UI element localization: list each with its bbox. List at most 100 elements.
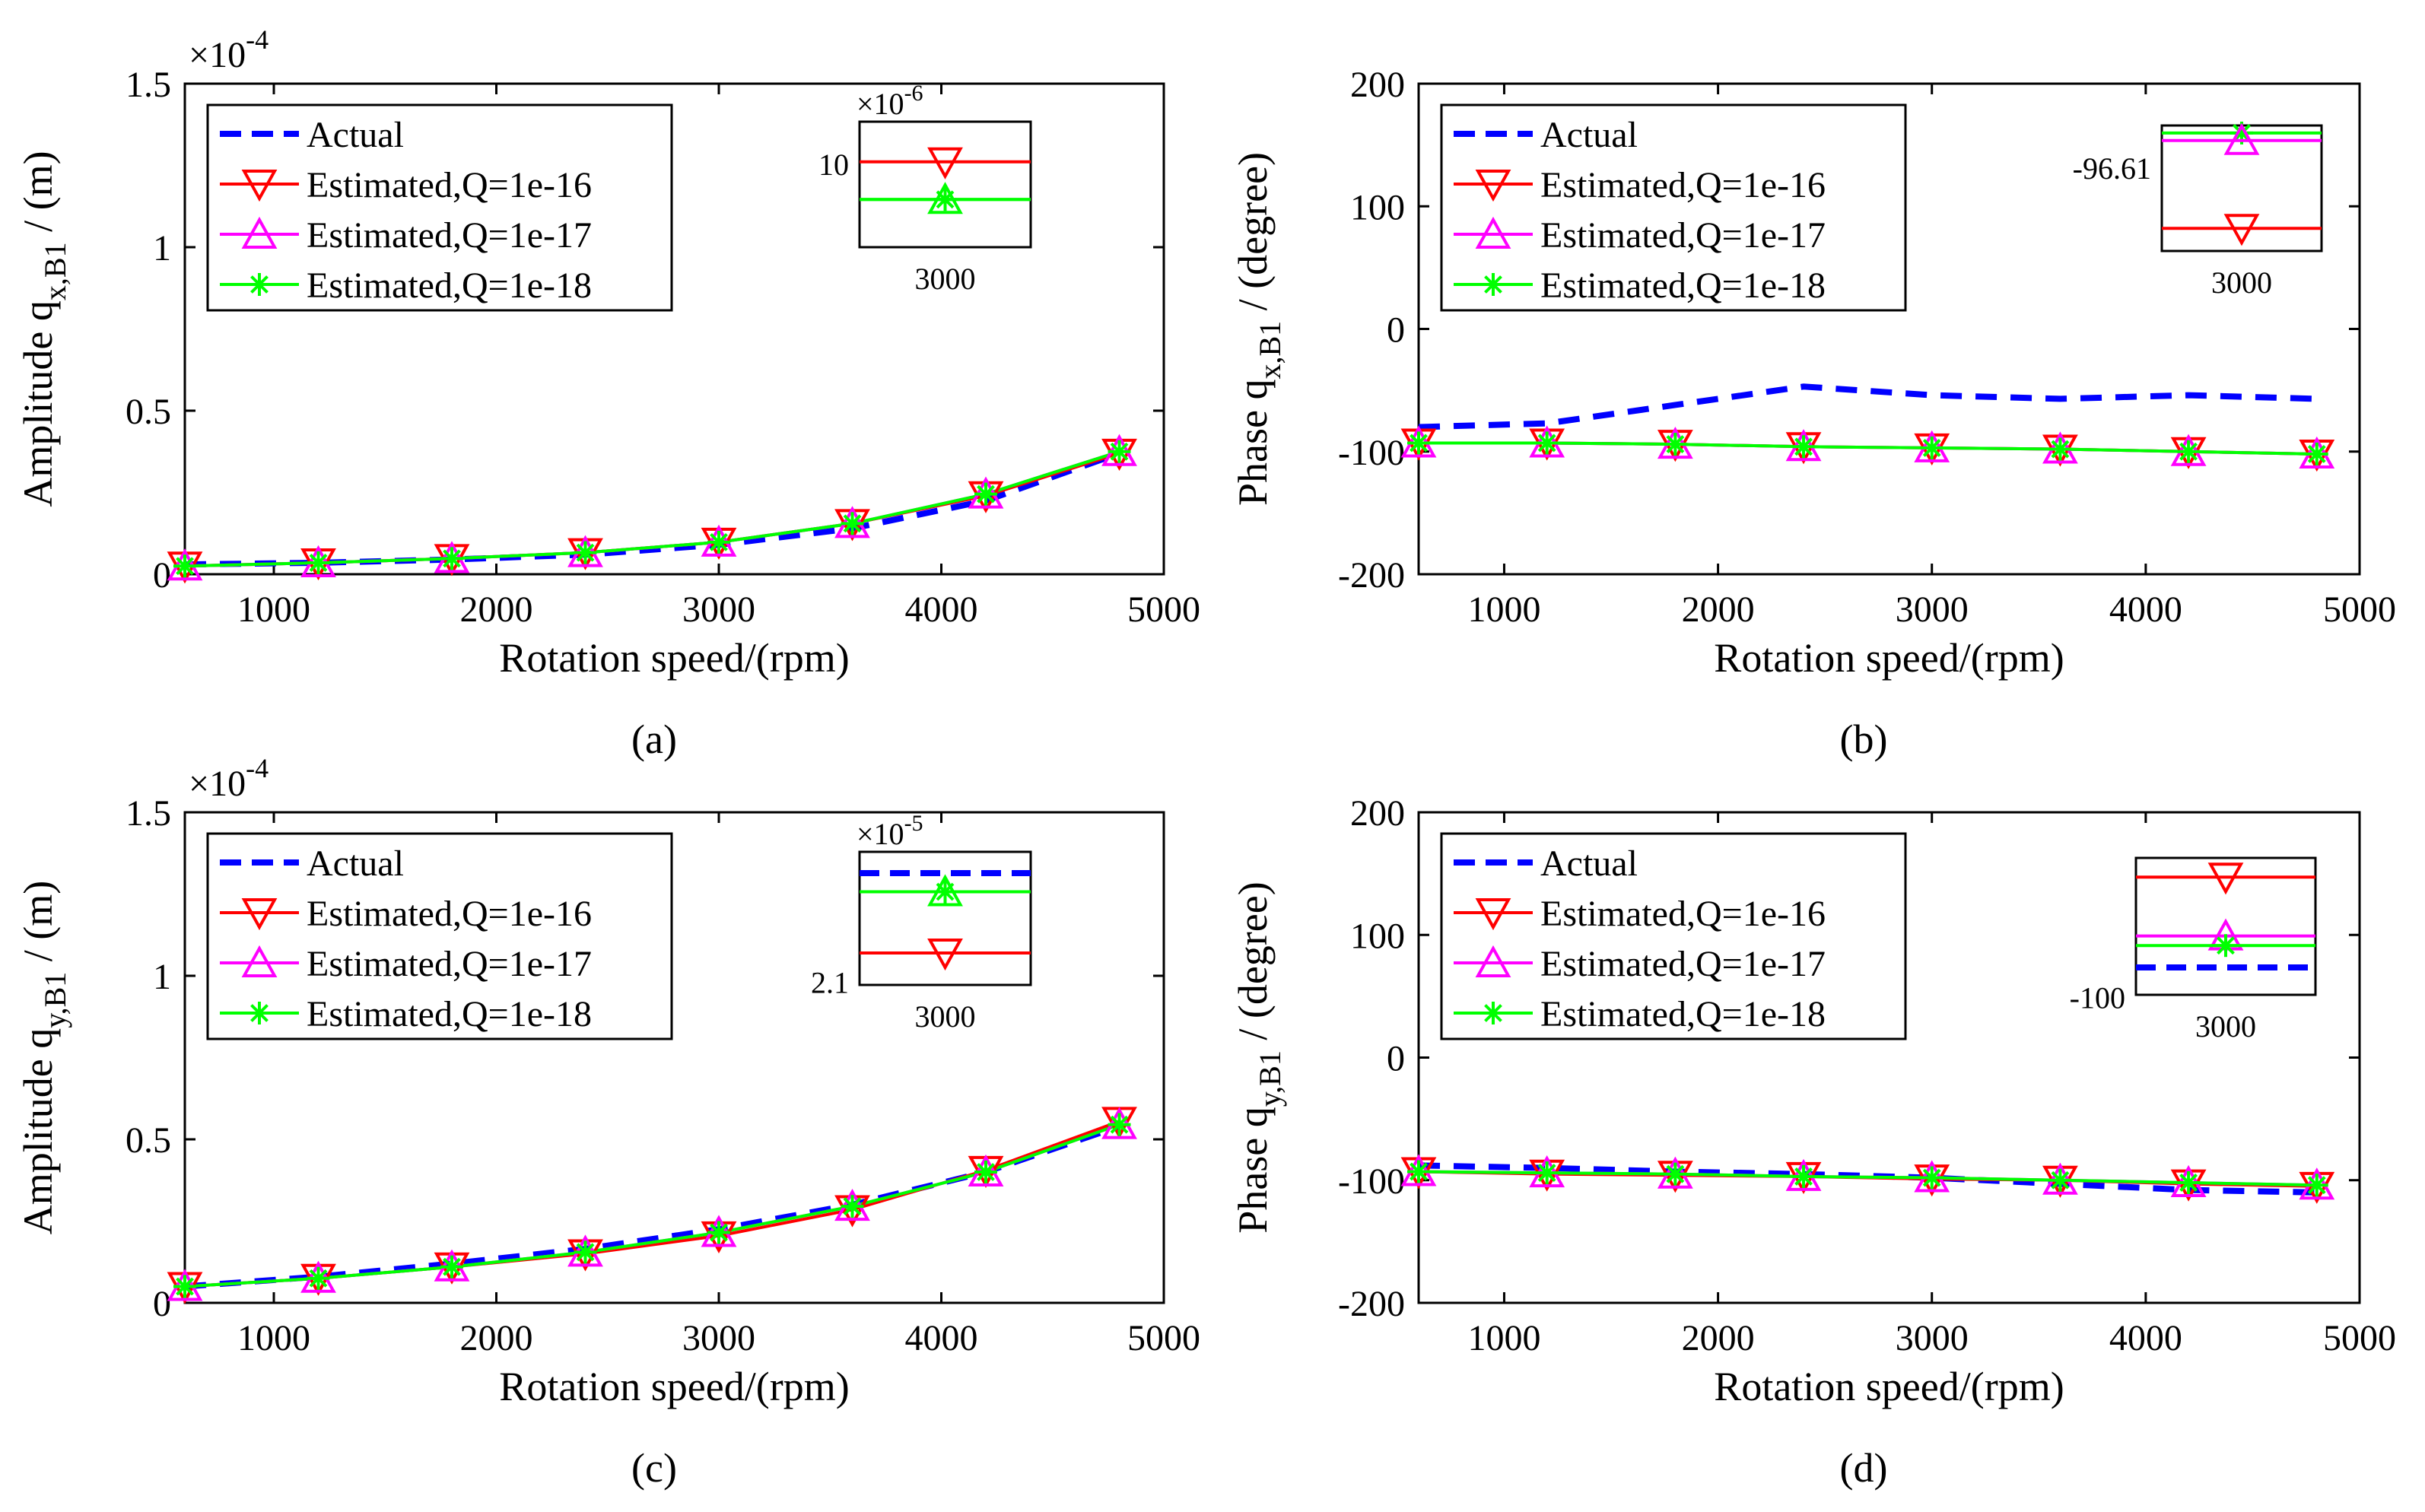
y-tick-label: 100	[1350, 916, 1405, 956]
data-point-q18	[440, 1255, 463, 1279]
y-tick-label: 1.5	[126, 65, 171, 105]
inset-y-tick-label: 10	[818, 148, 849, 182]
x-axis-label: Rotation speed/(rpm)	[1714, 1364, 2064, 1409]
legend-marker	[1482, 273, 1505, 296]
y-tick-label: 1	[153, 957, 171, 997]
panel-c: 1000 2000 3000 4000 500000.511.5×10-4ActualE…	[15, 753, 1200, 1491]
inset-exponent-label: ×10-6	[857, 81, 923, 121]
data-point-q18	[1792, 1164, 1816, 1188]
legend-label: Estimated,Q=1e-18	[307, 994, 592, 1034]
legend-label: Estimated,Q=1e-18	[1540, 994, 1826, 1034]
data-point-q18	[1664, 1162, 1687, 1186]
panel-caption: (b)	[1840, 716, 1888, 762]
inset-marker	[933, 188, 957, 211]
data-point-q18	[841, 1195, 864, 1218]
y-tick-label: 0	[1387, 310, 1405, 351]
inset-c: 3000 2.1 ×10-5	[811, 811, 1032, 1034]
data-point-q18	[1920, 436, 1943, 459]
x-tick-label: 1000	[1467, 1318, 1540, 1358]
x-tick-label: 5000	[2323, 589, 2396, 630]
x-axis-label: Rotation speed/(rpm)	[499, 635, 849, 681]
legend-label: Estimated,Q=1e-18	[1540, 265, 1826, 306]
y-axis-label-subscript: y,B1	[38, 972, 72, 1028]
y-tick-label: 0.5	[126, 1120, 171, 1161]
x-tick-label: 4000	[905, 589, 978, 630]
inset-x-tick-label: 3000	[2195, 1009, 2256, 1043]
legend-marker	[1475, 170, 1511, 202]
x-tick-label: 5000	[1127, 1318, 1200, 1358]
y-axis-label: Phase qy,B1 / (degree)	[1230, 881, 1287, 1233]
panel-caption: (a)	[631, 716, 677, 762]
data-point-q18	[1535, 1161, 1559, 1185]
inset-b: 3000 -96.61	[2073, 121, 2323, 300]
y-exponent-label: ×10-4	[189, 753, 269, 804]
y-tick-label: 200	[1350, 65, 1405, 105]
legend-marker	[1482, 1002, 1505, 1024]
y-axis-label-main: Phase q	[1230, 1107, 1276, 1233]
x-tick-label: 4000	[905, 1318, 978, 1358]
y-tick-label: 0.5	[126, 392, 171, 432]
data-point-q18	[574, 541, 597, 564]
y-axis-label: Amplitude qx,B1 / (m)	[15, 151, 72, 507]
inset-exponent-label: ×10-5	[857, 811, 923, 851]
data-point-q18	[574, 1240, 597, 1264]
series-line-q18	[1419, 441, 2317, 456]
data-point-q18	[173, 554, 196, 578]
y-tick-label: 1	[153, 228, 171, 268]
series-line-q18	[1418, 1170, 2317, 1187]
data-point-q18	[173, 1275, 196, 1298]
inset-y-tick-label: -96.61	[2073, 151, 2151, 186]
y-axis-label-subscript: x,B1	[38, 242, 72, 300]
data-point-q18	[1407, 1160, 1430, 1183]
legend-box	[1440, 103, 1907, 312]
legend-label: Estimated,Q=1e-16	[307, 165, 592, 205]
y-axis-label-unit: / (degree)	[1230, 152, 1276, 321]
data-point-q18	[707, 1221, 730, 1244]
inset-frame	[2160, 124, 2323, 253]
data-point-q18	[1920, 1166, 1943, 1190]
legend-marker	[1475, 216, 1511, 249]
series-line-actual	[1418, 1162, 2317, 1196]
legend-marker	[248, 273, 271, 296]
exponent-power: -4	[246, 753, 269, 783]
inset-frame	[2134, 856, 2317, 996]
x-tick-label: 3000	[1896, 589, 1969, 630]
y-tick-label: 0	[153, 555, 171, 596]
panel-d: 1000 2000 3000 4000 5000 -200 -100 0 100 200 Actua…	[1230, 793, 2396, 1491]
x-tick-label: 4000	[2109, 589, 2182, 630]
x-tick-label: 2000	[460, 1318, 533, 1358]
x-tick-label: 1000	[237, 1318, 310, 1358]
data-point-q18	[307, 1266, 330, 1290]
legend-marker	[241, 898, 278, 931]
y-tick-label: -200	[1338, 555, 1405, 596]
y-tick-label: 0	[153, 1284, 171, 1324]
legend-label: Estimated,Q=1e-18	[307, 265, 592, 306]
inset-y-tick-label: 2.1	[811, 966, 849, 1000]
legend-marker	[241, 216, 278, 249]
inset-marker	[927, 939, 963, 971]
legend-box	[206, 832, 673, 1040]
legend-label: Actual	[1540, 843, 1638, 884]
inset-marker	[933, 880, 957, 904]
x-tick-label: 3000	[682, 1318, 755, 1358]
inset-marker	[2223, 122, 2260, 155]
data-point-q18	[707, 530, 730, 554]
y-tick-label: 1.5	[126, 793, 171, 834]
legend-label: Actual	[1540, 115, 1638, 155]
data-point-q18	[1407, 431, 1430, 455]
exponent-base: ×10	[189, 35, 246, 75]
legend-marker	[241, 945, 278, 977]
x-tick-label: 5000	[1127, 589, 1200, 630]
exponent-base: ×10	[189, 764, 246, 804]
inset-exponent-power: -6	[904, 81, 923, 106]
data-point-q18	[2048, 437, 2072, 461]
y-axis-label: Phase qx,B1 / (degree)	[1230, 152, 1287, 506]
legend-label: Estimated,Q=1e-17	[1540, 215, 1826, 256]
inset-y-tick-label: -100	[2070, 981, 2125, 1015]
inset-exponent-base: ×10	[857, 87, 904, 121]
x-tick-label: 1000	[1467, 589, 1540, 630]
inset-frame	[858, 850, 1032, 986]
x-axis-label: Rotation speed/(rpm)	[499, 1364, 849, 1409]
series-line-actual	[1418, 383, 2317, 430]
